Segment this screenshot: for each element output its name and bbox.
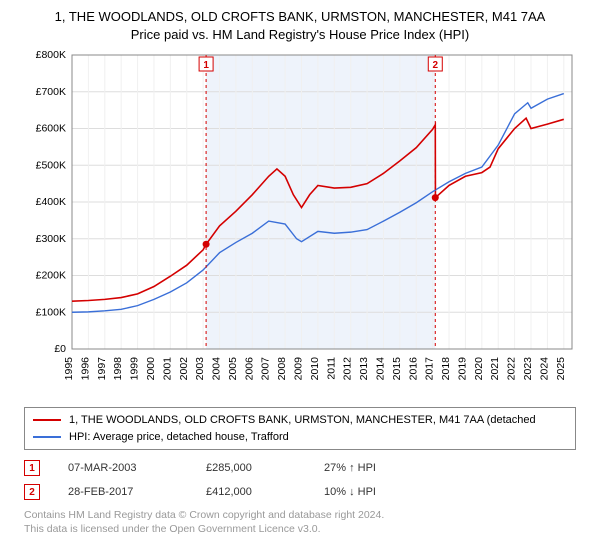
svg-text:£400K: £400K bbox=[36, 196, 66, 208]
title-line-2: Price paid vs. HM Land Registry's House … bbox=[24, 26, 576, 44]
legend-label: HPI: Average price, detached house, Traf… bbox=[69, 429, 289, 446]
svg-text:2016: 2016 bbox=[407, 357, 419, 381]
svg-text:2014: 2014 bbox=[374, 357, 386, 381]
svg-text:£600K: £600K bbox=[36, 123, 66, 135]
svg-text:2010: 2010 bbox=[309, 357, 321, 381]
chart-title: 1, THE WOODLANDS, OLD CROFTS BANK, URMST… bbox=[24, 8, 576, 43]
footer-line-2: This data is licensed under the Open Gov… bbox=[24, 522, 576, 536]
event-date: 28-FEB-2017 bbox=[68, 486, 178, 498]
svg-text:1997: 1997 bbox=[96, 357, 108, 381]
event-row: 2 28-FEB-2017 £412,000 10% ↓ HPI bbox=[24, 484, 576, 500]
svg-text:2005: 2005 bbox=[227, 357, 239, 381]
svg-text:2009: 2009 bbox=[293, 357, 305, 381]
svg-text:2024: 2024 bbox=[538, 357, 550, 381]
svg-text:2020: 2020 bbox=[473, 357, 485, 381]
svg-text:2006: 2006 bbox=[243, 357, 255, 381]
svg-text:£800K: £800K bbox=[36, 49, 66, 61]
svg-text:2000: 2000 bbox=[145, 357, 157, 381]
legend-swatch bbox=[33, 436, 61, 438]
legend-item: 1, THE WOODLANDS, OLD CROFTS BANK, URMST… bbox=[33, 412, 567, 429]
footer-line-1: Contains HM Land Registry data © Crown c… bbox=[24, 508, 576, 522]
svg-text:1: 1 bbox=[203, 60, 209, 71]
chart-svg: £0 £100K £200K £300K £400K £500K £600K £700K £80… bbox=[24, 49, 576, 399]
svg-text:2019: 2019 bbox=[456, 357, 468, 381]
svg-text:2013: 2013 bbox=[358, 357, 370, 381]
svg-text:£700K: £700K bbox=[36, 86, 66, 98]
svg-text:1999: 1999 bbox=[129, 357, 141, 381]
title-line-1: 1, THE WOODLANDS, OLD CROFTS BANK, URMST… bbox=[24, 8, 576, 26]
svg-text:£300K: £300K bbox=[36, 233, 66, 245]
event-row: 1 07-MAR-2003 £285,000 27% ↑ HPI bbox=[24, 460, 576, 476]
event-price: £285,000 bbox=[206, 462, 296, 474]
svg-text:2007: 2007 bbox=[260, 357, 272, 381]
event-delta: 10% ↓ HPI bbox=[324, 486, 376, 498]
svg-text:1996: 1996 bbox=[79, 357, 91, 381]
footer-attribution: Contains HM Land Registry data © Crown c… bbox=[24, 508, 576, 536]
svg-text:2017: 2017 bbox=[424, 357, 436, 381]
line-chart: £0 £100K £200K £300K £400K £500K £600K £700K £80… bbox=[24, 49, 576, 399]
svg-text:1998: 1998 bbox=[112, 357, 124, 381]
event-delta: 27% ↑ HPI bbox=[324, 462, 376, 474]
svg-text:£0: £0 bbox=[54, 343, 66, 355]
svg-text:2022: 2022 bbox=[506, 357, 518, 381]
legend-swatch bbox=[33, 419, 61, 421]
svg-text:2003: 2003 bbox=[194, 357, 206, 381]
svg-text:2023: 2023 bbox=[522, 357, 534, 381]
svg-text:£200K: £200K bbox=[36, 270, 66, 282]
event-price: £412,000 bbox=[206, 486, 296, 498]
legend-item: HPI: Average price, detached house, Traf… bbox=[33, 429, 567, 446]
svg-text:2015: 2015 bbox=[391, 357, 403, 381]
legend: 1, THE WOODLANDS, OLD CROFTS BANK, URMST… bbox=[24, 407, 576, 450]
chart-container: 1, THE WOODLANDS, OLD CROFTS BANK, URMST… bbox=[0, 0, 600, 548]
svg-text:2012: 2012 bbox=[342, 357, 354, 381]
svg-text:2025: 2025 bbox=[555, 357, 567, 381]
event-date: 07-MAR-2003 bbox=[68, 462, 178, 474]
svg-text:2008: 2008 bbox=[276, 357, 288, 381]
event-marker: 2 bbox=[24, 484, 40, 500]
svg-text:2001: 2001 bbox=[161, 357, 173, 381]
event-list: 1 07-MAR-2003 £285,000 27% ↑ HPI 2 28-FEB-201… bbox=[24, 460, 576, 500]
svg-text:£100K: £100K bbox=[36, 306, 66, 318]
svg-text:£500K: £500K bbox=[36, 159, 66, 171]
svg-text:2002: 2002 bbox=[178, 357, 190, 381]
legend-label: 1, THE WOODLANDS, OLD CROFTS BANK, URMST… bbox=[69, 412, 536, 429]
svg-text:2018: 2018 bbox=[440, 357, 452, 381]
svg-text:1995: 1995 bbox=[63, 357, 75, 381]
svg-text:2021: 2021 bbox=[489, 357, 501, 381]
svg-text:2011: 2011 bbox=[325, 357, 337, 380]
svg-text:2: 2 bbox=[432, 60, 438, 71]
svg-text:2004: 2004 bbox=[211, 357, 223, 381]
event-marker: 1 bbox=[24, 460, 40, 476]
